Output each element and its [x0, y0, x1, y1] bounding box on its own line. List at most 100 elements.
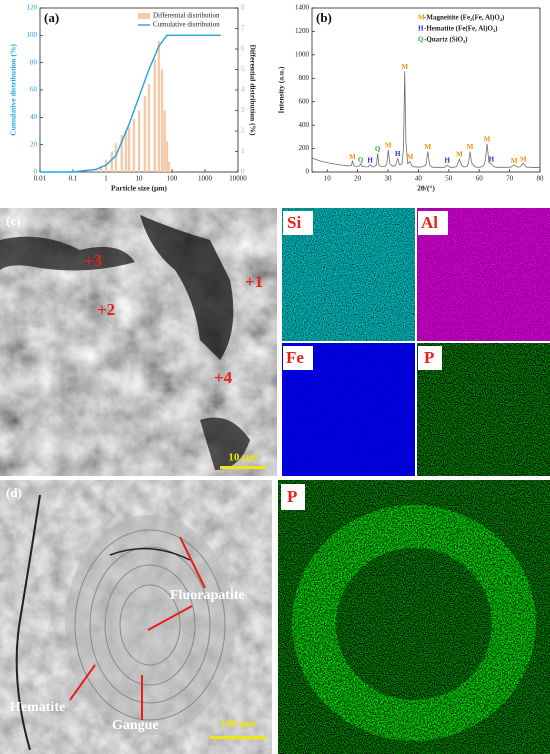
x-tick-label: 100 [167, 175, 178, 183]
peak-label: M [349, 153, 356, 161]
x-tick-label: 30 [385, 175, 393, 183]
x-tick-label: 80 [537, 175, 545, 183]
y2-tick-label: 5 [241, 65, 245, 73]
peak-label: Q [375, 145, 381, 153]
y2-tick-label: 3 [241, 106, 245, 114]
panel-c: (c) +1 +2 +3 +4 10 μm Si Al Fe P [0, 208, 550, 476]
x-axis-label: 2θ/(°) [417, 184, 435, 193]
bar [160, 69, 164, 172]
peak-label: M [401, 63, 408, 71]
y2-tick-label: 7 [241, 24, 245, 32]
rings [74, 529, 226, 721]
bar [127, 126, 131, 172]
peak-label: M [520, 155, 527, 163]
scale-label: 10 μm [228, 452, 257, 464]
x-tick-label: 40 [415, 175, 423, 183]
scale-bar [210, 736, 266, 739]
peak-label: H [395, 150, 401, 158]
y2-tick-label: 8 [241, 4, 245, 12]
point-label: +3 [84, 251, 102, 270]
y2-axis-label: Differential distribution (%) [248, 44, 257, 136]
point-label: +2 [97, 300, 115, 319]
x-tick-label: 10 [324, 175, 332, 183]
bar [163, 110, 166, 172]
x-tick-label: 0.01 [34, 175, 47, 183]
bar [165, 141, 169, 172]
x-tick-label: 20 [354, 175, 362, 183]
x-tick-label: 1000 [198, 175, 213, 183]
annotation: Gangue [112, 718, 159, 733]
y-tick-label: 120 [27, 4, 38, 12]
panel-label: (b) [316, 10, 332, 25]
peak-label: M [407, 153, 414, 161]
panel-label: (c) [6, 213, 20, 228]
x-tick-label: 60 [476, 175, 484, 183]
point-label: +4 [214, 368, 233, 387]
point-label: +1 [245, 272, 263, 291]
bar [157, 40, 161, 172]
legend-symbol: Q [418, 36, 424, 44]
legend-symbol: H [418, 25, 424, 33]
y-tick-label: 80 [30, 58, 38, 66]
map-label: Fe [286, 348, 304, 367]
map-label: Si [287, 213, 301, 232]
x-axis-label: Particle size (μm) [111, 184, 167, 193]
peak-label: M [484, 135, 491, 143]
bar [110, 151, 114, 172]
peak-label: M [385, 141, 392, 149]
y-tick-label: 100 [27, 31, 38, 39]
map-label-box [281, 484, 305, 510]
legend-label: -Magneitite (Fe₂(Fe, Al)O₄) [424, 14, 505, 22]
map-label-box [418, 211, 448, 235]
panel-label: (a) [44, 10, 59, 25]
panel-label: (d) [6, 485, 22, 500]
legend-symbol: M [418, 14, 425, 22]
pore [140, 215, 234, 360]
scale-label: 100 μm [221, 718, 256, 730]
bar [94, 169, 98, 172]
y-axis-label: Intensity (a.u.) [277, 66, 286, 113]
peak-label: M [456, 151, 463, 159]
bar [114, 143, 118, 172]
legend-swatch [138, 13, 150, 19]
line [311, 71, 540, 168]
y2-tick-label: 6 [241, 45, 245, 53]
x-tick-label: 70 [506, 175, 514, 183]
peak-label: H [367, 156, 373, 164]
bar [132, 118, 136, 172]
legend-label: Cumulative distribution [153, 21, 220, 29]
bar [124, 131, 128, 172]
line [40, 34, 221, 173]
bar [167, 161, 171, 172]
bar [99, 165, 103, 172]
y-tick-label: 1200 [295, 27, 310, 35]
y-tick-label: 800 [299, 74, 310, 82]
chart: 10 20 30 40 50 60 70 80020040060080010001200140… [277, 4, 544, 193]
y2-tick-label: 2 [241, 127, 245, 135]
bar [147, 83, 151, 172]
map-label-box [283, 211, 313, 235]
bar [120, 135, 123, 172]
y-tick-label: 400 [299, 121, 310, 129]
y-tick-label: 200 [299, 144, 310, 152]
x-tick-label: 10 [136, 175, 144, 183]
annotation: Fluorapatite [170, 588, 245, 603]
x-tick-label: 0.1 [69, 175, 78, 183]
pore [0, 236, 135, 271]
legend-label: -Hematite (Fe(Fe, Al)O₃) [424, 25, 498, 33]
map-label: Al [421, 213, 438, 232]
chart: 0.01 0.1 1 10 100 1000 10000020406080100120012… [9, 4, 258, 193]
peak-label: H [445, 156, 451, 164]
y-tick-label: 20 [30, 140, 38, 148]
plot-frame [311, 7, 541, 173]
bar [143, 96, 147, 172]
y2-tick-label: 4 [241, 86, 245, 94]
peak-label: M [511, 157, 518, 165]
y-tick-label: 60 [30, 86, 38, 94]
peak-label: H [489, 155, 495, 163]
y-axis-label: Cumulative distribution (%) [9, 44, 18, 136]
scale-bar [220, 466, 266, 469]
map-label: P [287, 487, 297, 506]
x-tick-label: 50 [445, 175, 453, 183]
